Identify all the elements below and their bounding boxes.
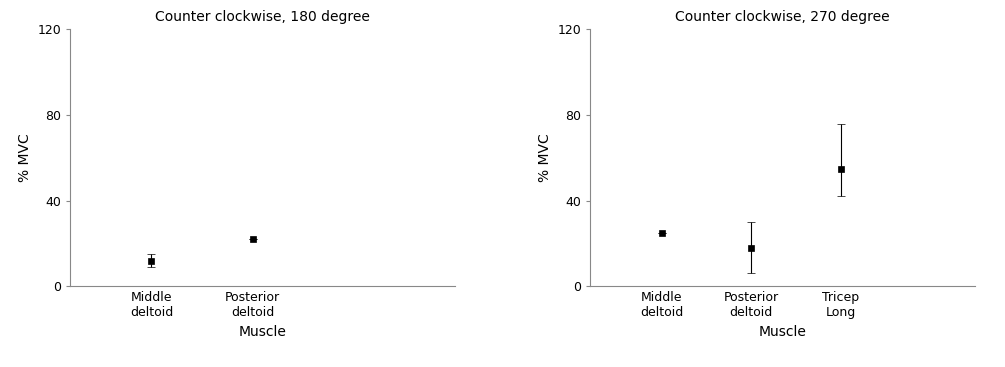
Title: Counter clockwise, 180 degree: Counter clockwise, 180 degree xyxy=(156,10,370,24)
X-axis label: Muscle: Muscle xyxy=(759,325,806,339)
Y-axis label: % MVC: % MVC xyxy=(18,134,32,182)
X-axis label: Muscle: Muscle xyxy=(239,325,286,339)
Y-axis label: % MVC: % MVC xyxy=(538,134,552,182)
Title: Counter clockwise, 270 degree: Counter clockwise, 270 degree xyxy=(675,10,889,24)
